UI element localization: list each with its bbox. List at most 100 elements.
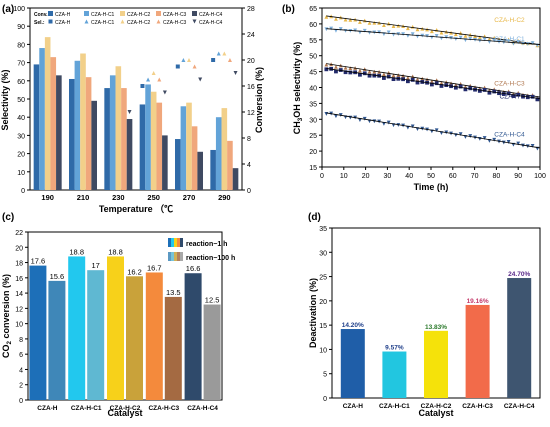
d-xlabel: Catalyst <box>418 408 453 418</box>
b-point-CZA-H-C4 <box>468 134 473 138</box>
a-legend-marker-CZA-H <box>48 19 53 24</box>
a-legend-marker-CZA-H-C1 <box>84 19 89 24</box>
b-point-CZA-H-C1 <box>506 39 511 44</box>
c-bar-1h-CZA-H <box>29 265 47 400</box>
b-point-CZA-H <box>348 70 353 75</box>
b-point-CZA-H-C4 <box>324 112 329 116</box>
b-series-label-CZA-H-C2: CZA-H-C2 <box>494 17 525 24</box>
a-xlabel: Temperature （℃ <box>99 204 173 214</box>
a-bar-CZA-H-C3 <box>227 140 233 190</box>
b-xtick-label: 10 <box>340 173 348 180</box>
b-point-CZA-H-C2 <box>348 17 353 22</box>
b-xtick-label: 0 <box>320 173 324 180</box>
a-legend-label2-CZA-H-C4: CZA-H-C4 <box>199 20 223 26</box>
b-point-CZA-H-C4 <box>386 120 391 125</box>
a-legend-marker-CZA-H-C3 <box>156 19 161 24</box>
d-bar-CZA-H-C3 <box>465 304 490 398</box>
b-point-CZA-H-C3 <box>410 74 415 79</box>
c-ytick-label: 16 <box>15 276 23 283</box>
b-point-CZA-H-C4 <box>458 132 463 137</box>
a-bar-CZA-H <box>139 104 146 190</box>
d-bar-CZA-H-C1 <box>382 351 407 398</box>
d-bar-CZA-H <box>340 329 365 398</box>
b-ytick-label: 50 <box>309 54 317 61</box>
panel-label-c: (c) <box>2 212 14 223</box>
c-xtick-label: CZA-H <box>37 405 58 412</box>
c-ytick-label: 4 <box>19 367 23 374</box>
a-bar-CZA-H-C2 <box>186 102 192 190</box>
a-xtick-label: 250 <box>147 193 160 202</box>
b-point-CZA-H-C4 <box>530 143 535 148</box>
d-data-label: 14.20% <box>342 322 364 329</box>
b-point-CZA-H-C1 <box>434 34 439 38</box>
b-point-CZA-H-C3 <box>415 77 420 82</box>
a-point-CZA-H-C3 <box>227 58 232 62</box>
c-legend-swatch-100h <box>174 252 177 261</box>
b-point-CZA-H-C2 <box>405 26 410 31</box>
c-ytick-label: 14 <box>15 291 23 298</box>
b-fit-line-CZA-H-C3 <box>326 63 541 98</box>
d-data-label: 24.70% <box>508 271 530 278</box>
a-xtick-label: 290 <box>218 193 231 202</box>
c-data-label-1h: 18.8 <box>108 247 123 256</box>
a-bar-CZA-H-C4 <box>197 151 203 190</box>
a-bar-CZA-H-C4 <box>232 168 239 190</box>
b-point-CZA-H-C2 <box>477 35 482 40</box>
c-legend-label-1h: reaction−1 h <box>186 241 227 248</box>
c-ylabel: CO2 conversion (%) <box>1 274 13 358</box>
a-legend-label-CZA-H: CZA-H <box>55 12 71 18</box>
b-point-CZA-H-C4 <box>410 124 415 129</box>
c-legend-swatch-1h <box>174 238 177 247</box>
b-xtick-label: 80 <box>493 173 501 180</box>
a-y2tick-label: 0 <box>247 188 251 195</box>
b-ytick-label: 30 <box>309 117 317 124</box>
a-ytick-label: 90 <box>17 24 25 31</box>
a-ytick-label: 60 <box>17 79 25 86</box>
b-point-CZA-H <box>338 68 343 72</box>
b-point-CZA-H-C1 <box>492 38 497 43</box>
b-point-CZA-H <box>367 73 372 78</box>
b-point-CZA-H <box>434 81 439 86</box>
b-point-CZA-H <box>482 88 487 92</box>
d-ytick-label: 20 <box>319 299 327 306</box>
c-data-label-1h: 18.8 <box>69 247 84 256</box>
b-xtick-label: 40 <box>405 173 413 180</box>
a-point-CZA-H-C4 <box>56 155 61 160</box>
b-point-CZA-H-C2 <box>358 20 362 24</box>
c-ytick-label: 10 <box>15 322 23 329</box>
d-ytick-label: 5 <box>323 372 327 379</box>
a-ytick-label: 10 <box>17 170 25 177</box>
d-ytick-label: 35 <box>319 226 327 233</box>
c-xtick-label: CZA-H-C2 <box>110 405 141 412</box>
a-ytick-label: 0 <box>21 188 25 195</box>
b-fit-line-CZA-H <box>326 68 541 100</box>
a-xtick-label: 190 <box>41 193 54 202</box>
b-point-CZA-H <box>439 84 444 88</box>
a-legend-label2-CZA-H-C3: CZA-H-C3 <box>163 20 187 26</box>
a-ytick-label: 30 <box>17 133 25 140</box>
a-bar-CZA-H <box>69 78 75 190</box>
b-point-CZA-H-C1 <box>477 38 482 43</box>
b-point-CZA-H-C1 <box>324 27 329 32</box>
a-bar-CZA-H-C4 <box>56 75 62 190</box>
b-ytick-label: 35 <box>309 101 317 108</box>
c-xtick-label: CZA-H-C1 <box>71 405 102 412</box>
a-bar-CZA-H-C2 <box>150 91 157 190</box>
b-xtick-label: 50 <box>427 173 435 180</box>
c-ytick-label: 6 <box>19 352 23 359</box>
c-plot-frame <box>27 231 223 401</box>
a-bar-CZA-H <box>175 139 181 190</box>
a-legend-swatch-CZA-H-C3 <box>156 11 161 16</box>
a-legend-marker-CZA-H-C4 <box>192 19 197 24</box>
b-point-CZA-H <box>324 67 329 72</box>
b-xlabel: Time (h) <box>414 182 449 192</box>
a-bar-CZA-H <box>104 88 110 190</box>
b-point-CZA-H-C2 <box>367 20 372 25</box>
a-point-CZA-H-C2 <box>81 110 85 114</box>
b-point-CZA-H-C1 <box>482 37 487 42</box>
a-bar-CZA-H-C1 <box>74 60 81 190</box>
b-point-CZA-H <box>453 85 458 90</box>
a-y2tick-label: 28 <box>247 6 255 13</box>
a-legend-sel-prefix: Sel.: <box>34 20 45 26</box>
b-xtick-label: 90 <box>514 173 522 180</box>
